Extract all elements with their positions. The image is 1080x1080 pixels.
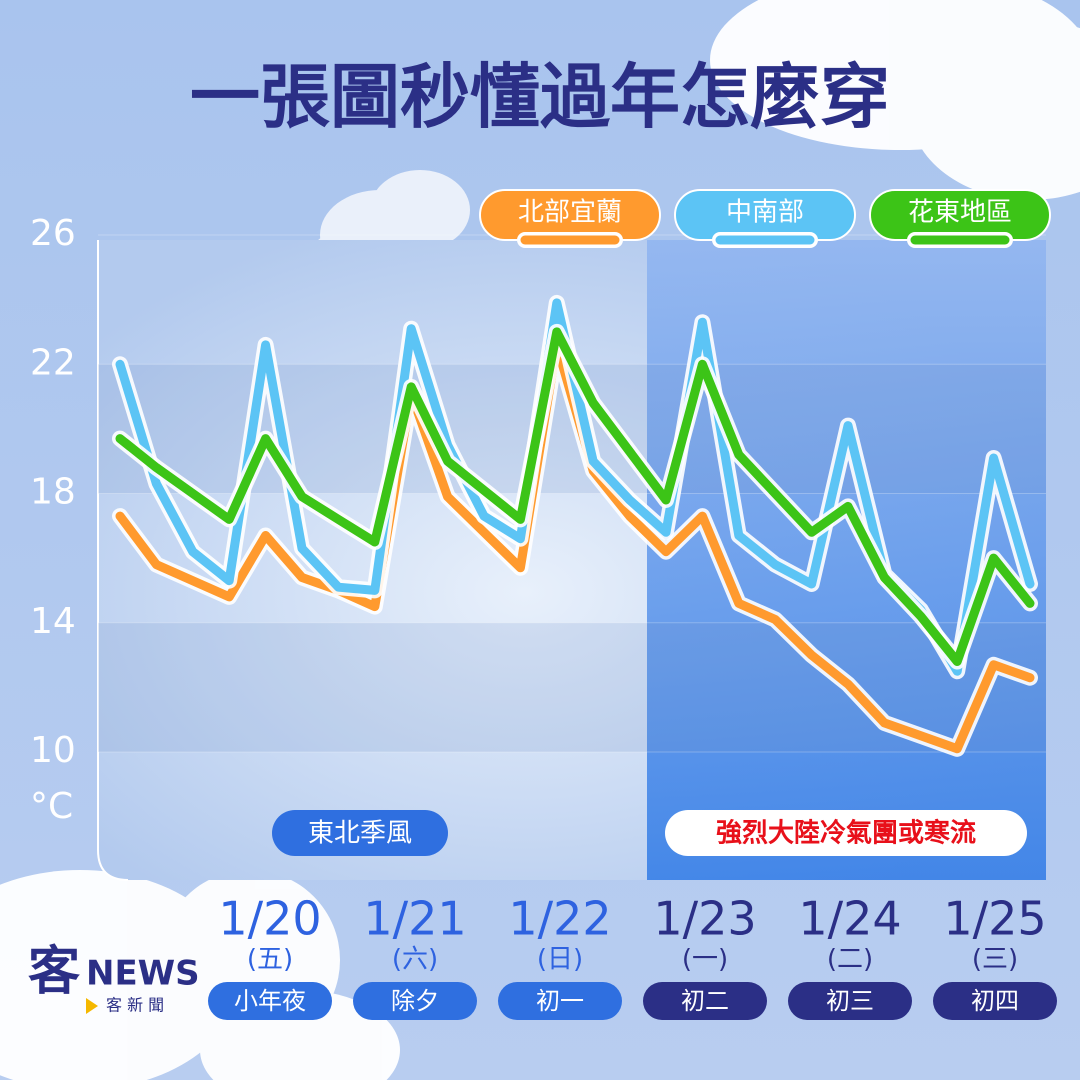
logo-mark: 客 <box>28 942 80 1002</box>
logo-arrow <box>86 998 98 1014</box>
x-tick-weekday: (二) <box>827 945 873 975</box>
y-tick-label: 18 <box>30 472 76 513</box>
x-tick-label: 1/24 <box>798 892 901 946</box>
holiday-label: 初三 <box>826 987 874 1015</box>
x-tick-weekday: (日) <box>537 945 583 975</box>
x-tick-label: 1/21 <box>363 892 466 946</box>
unit-label: °C <box>30 786 73 827</box>
holiday-pill <box>353 982 477 1020</box>
legend-label: 北部宜蘭 <box>518 198 622 228</box>
annotation-pill <box>665 810 1027 856</box>
axis-frame <box>97 240 129 881</box>
annotation-pill <box>272 810 448 856</box>
holiday-label: 初二 <box>681 987 729 1015</box>
x-tick-label: 1/25 <box>943 892 1046 946</box>
y-tick-label: 10 <box>30 730 76 771</box>
holiday-label: 初一 <box>536 987 584 1015</box>
x-tick-label: 1/20 <box>218 892 321 946</box>
y-tick-label: 14 <box>30 601 76 642</box>
legend-label: 花東地區 <box>908 198 1012 228</box>
annotation: 東北季風 <box>308 819 412 849</box>
holiday-pill <box>208 982 332 1020</box>
plot <box>98 234 1046 880</box>
y-tick-label: 22 <box>30 342 76 383</box>
holiday-pill <box>643 982 767 1020</box>
holiday-label: 小年夜 <box>234 987 306 1015</box>
y-tick-label: 26 <box>30 213 76 254</box>
holiday-label: 除夕 <box>391 987 439 1015</box>
x-tick-weekday: (六) <box>392 945 438 975</box>
x-tick-weekday: (一) <box>682 945 728 975</box>
holiday-label: 初四 <box>971 987 1019 1015</box>
annotation: 強烈大陸冷氣團或寒流 <box>716 818 976 849</box>
x-tick-label: 1/22 <box>508 892 611 946</box>
holiday-pill <box>498 982 622 1020</box>
line <box>115 327 1035 666</box>
logo-subtitle: 客 新 聞 <box>106 996 164 1015</box>
holiday-pill <box>933 982 1057 1020</box>
logo-name: NEWS <box>86 954 200 994</box>
chart-title: 一張圖秒懂過年怎麼穿 <box>190 56 890 138</box>
x-tick-weekday: (三) <box>972 945 1018 975</box>
x-tick-label: 1/23 <box>653 892 756 946</box>
legend-label: 中南部 <box>726 198 804 228</box>
holiday-pill <box>788 982 912 1020</box>
x-tick-weekday: (五) <box>247 945 293 975</box>
